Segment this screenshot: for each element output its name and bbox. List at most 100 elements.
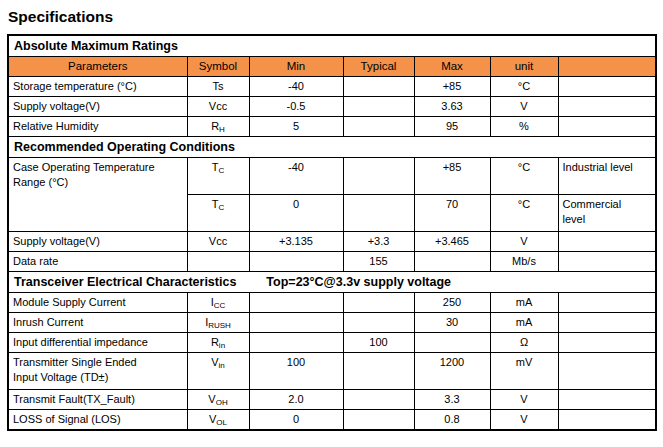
symbol-base: V [211,356,218,368]
parameter-cell: Module Supply Current [8,293,187,313]
typical-cell [343,293,414,313]
max-cell: 95 [414,117,490,137]
document-page: Specifications Absolute Maximum RatingsP… [0,7,663,431]
min-cell [249,313,343,333]
column-header-blank [558,57,656,77]
typical-cell [343,117,414,137]
typical-cell [343,410,414,431]
table-row: Transmitter Single Ended Input Voltage (… [8,353,656,390]
parameter-cell: Supply voltage(V) [8,232,187,252]
max-cell: +85 [414,77,490,97]
note-cell [558,252,656,272]
note-cell [558,77,656,97]
symbol-cell: Vcc [187,97,249,117]
typical-cell [343,158,414,195]
max-cell: 30 [414,313,490,333]
note-cell: Commercial level [558,195,656,232]
note-cell: Industrial level [558,158,656,195]
max-cell: 70 [414,195,490,232]
symbol-base: Ts [213,80,224,92]
note-cell [558,333,656,353]
symbol-subscript: in [219,341,225,350]
note-cell [558,390,656,410]
min-cell: -40 [249,158,343,195]
column-header-symbol: Symbol [187,57,249,77]
max-cell: 3.63 [414,97,490,117]
symbol-subscript: C [218,203,224,212]
unit-cell: mA [490,313,558,333]
max-cell [414,252,490,272]
unit-cell: V [490,232,558,252]
table-row: Relative HumidityRH595% [8,117,656,137]
note-cell [558,97,656,117]
min-cell: 5 [249,117,343,137]
typical-cell [343,77,414,97]
section-title: Transceiver Electrical Characteristics [14,275,236,289]
table-row: Transmit Fault(TX_Fault)VOH2.03.3V [8,390,656,410]
parameter-cell: Transmit Fault(TX_Fault) [8,390,187,410]
parameter-cell: Data rate [8,252,187,272]
min-cell: 0 [249,410,343,431]
min-cell [249,293,343,313]
page-title: Specifications [8,7,663,27]
min-cell: -40 [249,77,343,97]
symbol-cell: IRUSH [187,313,249,333]
typical-cell: 155 [343,252,414,272]
symbol-cell: VOH [187,390,249,410]
symbol-subscript: C [218,166,224,175]
unit-cell: mV [490,353,558,390]
typical-cell: +3.3 [343,232,414,252]
min-cell: -0.5 [249,97,343,117]
table-row: Input differential impedanceRin100Ω [8,333,656,353]
max-cell: +3.465 [414,232,490,252]
symbol-cell: ICC [187,293,249,313]
column-header-parameters: Parameters [8,57,187,77]
section-title: Recommended Operating Conditions [14,140,235,154]
symbol-cell: RH [187,117,249,137]
min-cell [249,333,343,353]
specifications-table: Absolute Maximum RatingsParametersSymbol… [7,34,657,431]
parameter-cell: Supply voltage(V) [8,97,187,117]
max-cell: 250 [414,293,490,313]
table-row: Storage temperature (°C)Ts-40+85°C [8,77,656,97]
min-cell: 0 [249,195,343,232]
section-header-cell: Transceiver Electrical CharacteristicsTo… [8,272,656,293]
typical-cell: 100 [343,333,414,353]
symbol-base: Vcc [209,235,227,247]
unit-cell: V [490,410,558,431]
note-cell [558,232,656,252]
symbol-base: R [211,120,219,132]
parameter-cell: Storage temperature (°C) [8,77,187,97]
typical-cell [343,353,414,390]
symbol-cell: Ts [187,77,249,97]
parameter-cell: Input differential impedance [8,333,187,353]
note-cell [558,353,656,390]
min-cell: +3.135 [249,232,343,252]
symbol-subscript: OL [216,418,227,427]
column-header-typical: Typical [343,57,414,77]
symbol-subscript: RUSH [208,321,231,330]
unit-cell: mA [490,293,558,313]
table-row: Case Operating Temperature Range (°C)TC-… [8,158,656,195]
symbol-subscript: in [219,361,225,370]
column-header-unit: unit [490,57,558,77]
section-header-row: Absolute Maximum Ratings [8,35,656,57]
table-row: Data rate 155 Mb/s [8,252,656,272]
unit-cell: Ω [490,333,558,353]
table-row: LOSS of Signal (LOS)VOL00.8V [8,410,656,431]
specifications-table-body: Absolute Maximum RatingsParametersSymbol… [8,35,656,430]
max-cell [414,333,490,353]
section-header-cell: Recommended Operating Conditions [8,137,656,158]
symbol-subscript: H [219,125,225,134]
symbol-base: V [208,393,215,405]
typical-cell [343,390,414,410]
symbol-cell: TC [187,158,249,195]
max-cell: +85 [414,158,490,195]
unit-cell: °C [490,158,558,195]
min-cell [249,252,343,272]
unit-cell: Mb/s [490,252,558,272]
typical-cell [343,97,414,117]
parameter-cell: Relative Humidity [8,117,187,137]
symbol-cell: Vin [187,353,249,390]
symbol-cell: TC [187,195,249,232]
